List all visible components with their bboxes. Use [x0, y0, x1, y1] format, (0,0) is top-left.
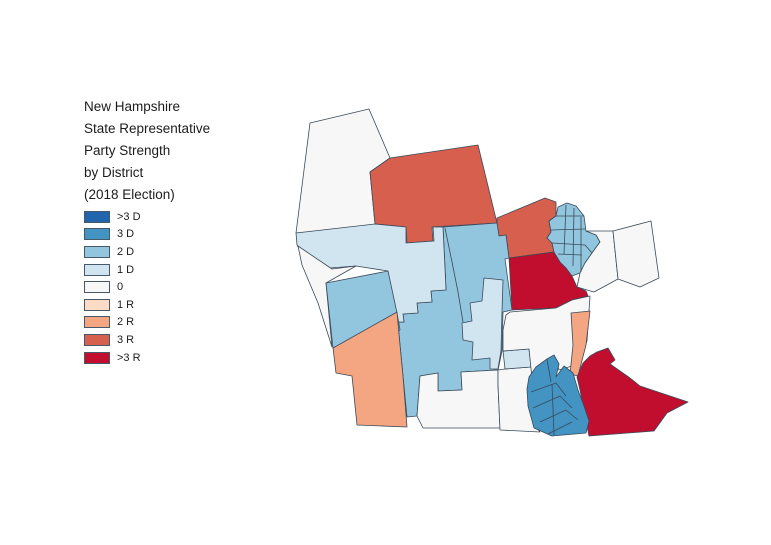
legend-label: >3 D: [117, 210, 141, 223]
map-title-line: State Representative: [84, 121, 211, 136]
legend-item: 2 R: [84, 314, 141, 332]
legend-item: 0: [84, 278, 141, 296]
legend-item: 3 R: [84, 331, 141, 349]
map-title-line: (2018 Election): [84, 187, 175, 202]
legend-item: 1 R: [84, 296, 141, 314]
district-center: [461, 277, 504, 370]
concord-line-6: [551, 383, 555, 436]
concord-line-1: [546, 358, 552, 383]
ne-cluster-line-6: [572, 207, 575, 267]
central-line-1: [444, 227, 464, 323]
legend-item: >3 D: [84, 208, 141, 226]
map-title-line: by District: [84, 165, 144, 180]
legend-item: >3 R: [84, 349, 141, 367]
legend-swatch-icon: [84, 351, 110, 364]
legend-label: 1 D: [117, 263, 135, 276]
district-west-band: [295, 223, 447, 323]
legend-label: 3 D: [117, 228, 135, 241]
ne-cluster-line-5: [563, 204, 567, 255]
ne-cluster-line-2: [549, 228, 586, 231]
ne-cluster-line-3: [551, 242, 593, 254]
map-title: New Hampshire State Representative Party S…: [84, 96, 210, 206]
concord-line-5: [547, 421, 573, 435]
map-title-line: New Hampshire: [84, 99, 181, 114]
legend-item: 3 D: [84, 226, 141, 244]
legend-label: 1 R: [117, 298, 135, 311]
legend-swatch-icon: [84, 245, 110, 258]
district-southeast: [576, 347, 689, 437]
legend-label: 2 D: [117, 245, 135, 258]
concord-line-2: [530, 382, 567, 397]
concord-line-3: [532, 395, 573, 409]
district-west: [297, 245, 357, 348]
legend-item: 1 D: [84, 261, 141, 279]
legend-swatch-icon: [84, 263, 110, 276]
legend-item: 2 D: [84, 243, 141, 261]
district-center-south-sliver: [502, 348, 532, 370]
legend-swatch-icon: [84, 228, 110, 241]
legend-label: 3 R: [117, 333, 135, 346]
district-east: [612, 220, 660, 288]
ne-cluster-line-4: [557, 253, 583, 256]
legend-swatch-icon: [84, 333, 110, 346]
district-southwest: [332, 311, 408, 428]
legend-swatch-icon: [84, 210, 110, 223]
legend-swatch-icon: [84, 281, 110, 294]
legend-label: 0: [117, 281, 124, 294]
legend-swatch-icon: [84, 298, 110, 311]
concord-line-4: [539, 409, 579, 423]
legend-label: >3 R: [117, 351, 141, 364]
legend: >3 D 3 D 2 D 1 D 0 1 R 2 R 3 R >3 R: [84, 208, 141, 366]
map-title-line: Party Strength: [84, 143, 171, 158]
legend-swatch-icon: [84, 316, 110, 329]
legend-label: 2 R: [117, 316, 135, 329]
